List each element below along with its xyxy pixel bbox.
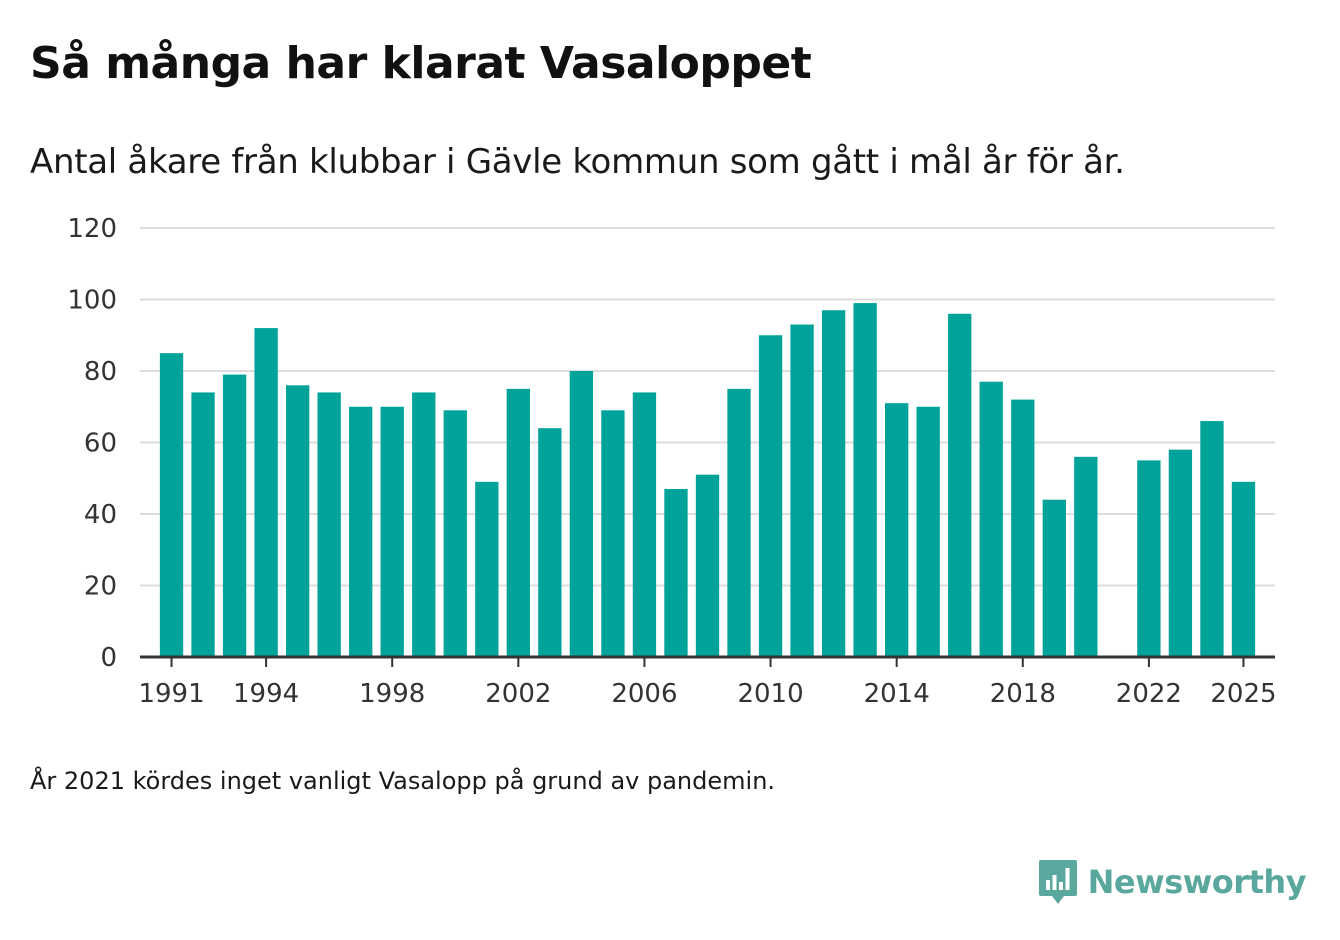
bar-2002[interactable]: [506, 388, 530, 657]
chart-title: Så många har klarat Vasaloppet: [30, 38, 812, 89]
bar-1998[interactable]: [380, 406, 404, 657]
bar-1992[interactable]: [191, 392, 215, 657]
bar-2012[interactable]: [821, 310, 846, 657]
bar-2023[interactable]: [1168, 449, 1193, 657]
bar-2001[interactable]: [475, 481, 499, 657]
x-tick-label-1998: 1998: [359, 679, 425, 709]
chart-subtitle: Antal åkare från klubbar i Gävle kommun …: [30, 142, 1125, 182]
y-tick-label-120: 120: [67, 214, 117, 244]
bar-2022[interactable]: [1137, 460, 1161, 657]
bar-2025[interactable]: [1231, 481, 1256, 657]
bar-1996[interactable]: [317, 392, 341, 657]
bar-2000[interactable]: [443, 410, 467, 657]
brand-name: Newsworthy: [1087, 863, 1307, 901]
bar-2019[interactable]: [1042, 499, 1066, 657]
y-tick-label-100: 100: [67, 286, 117, 316]
bar-2004[interactable]: [569, 371, 594, 657]
bar-chart: 0 20 40 60 80 100 120 1991 1994 1998 2002 2006 2010 2…: [67, 214, 1276, 709]
bar-2003[interactable]: [538, 428, 562, 657]
x-tick-label-2025: 2025: [1210, 679, 1276, 709]
x-tick-label-2022: 2022: [1116, 679, 1182, 709]
y-tick-label-80: 80: [84, 357, 117, 387]
x-tick-label-2002: 2002: [485, 679, 551, 709]
bar-2024[interactable]: [1200, 421, 1224, 657]
bar-2017[interactable]: [979, 381, 1003, 657]
x-tick-label-2006: 2006: [611, 679, 677, 709]
y-tick-label-40: 40: [84, 500, 117, 530]
bar-1997[interactable]: [349, 406, 373, 657]
bar-2010[interactable]: [758, 335, 783, 657]
x-tick-label-2014: 2014: [864, 679, 930, 709]
bar-2018[interactable]: [1011, 399, 1035, 657]
bar-1991[interactable]: [159, 353, 184, 657]
x-tick-label-1991: 1991: [138, 679, 204, 709]
x-tick-label-2010: 2010: [737, 679, 803, 709]
bar-2016[interactable]: [948, 313, 972, 657]
bar-1993[interactable]: [222, 374, 247, 657]
bar-2007[interactable]: [664, 488, 688, 657]
x-tick-label-2018: 2018: [990, 679, 1056, 709]
y-tick-label-0: 0: [100, 643, 117, 673]
bar-2015[interactable]: [916, 406, 940, 657]
bar-2005[interactable]: [601, 410, 625, 657]
bar-2006[interactable]: [632, 392, 657, 657]
bar-2013[interactable]: [853, 303, 877, 657]
y-tick-label-20: 20: [84, 572, 117, 602]
x-tick-label-1994: 1994: [233, 679, 299, 709]
bar-2011[interactable]: [790, 324, 814, 657]
bar-1999[interactable]: [412, 392, 436, 657]
bar-2020[interactable]: [1074, 456, 1098, 657]
axes: 0 20 40 60 80 100 120 1991 1994 1998 2002 2006 2010 2…: [67, 214, 1276, 709]
bars: [159, 303, 1256, 657]
footnote: År 2021 kördes inget vanligt Vasalopp på…: [30, 767, 776, 795]
chart-logo-icon: [1038, 860, 1077, 904]
bar-1995[interactable]: [285, 385, 310, 657]
y-tick-label-60: 60: [84, 429, 117, 459]
brand-logo[interactable]: Newsworthy: [1038, 858, 1307, 906]
bar-2014[interactable]: [885, 403, 909, 657]
bar-1994[interactable]: [254, 328, 278, 657]
bar-2009[interactable]: [727, 388, 751, 657]
bar-2008[interactable]: [695, 474, 720, 657]
